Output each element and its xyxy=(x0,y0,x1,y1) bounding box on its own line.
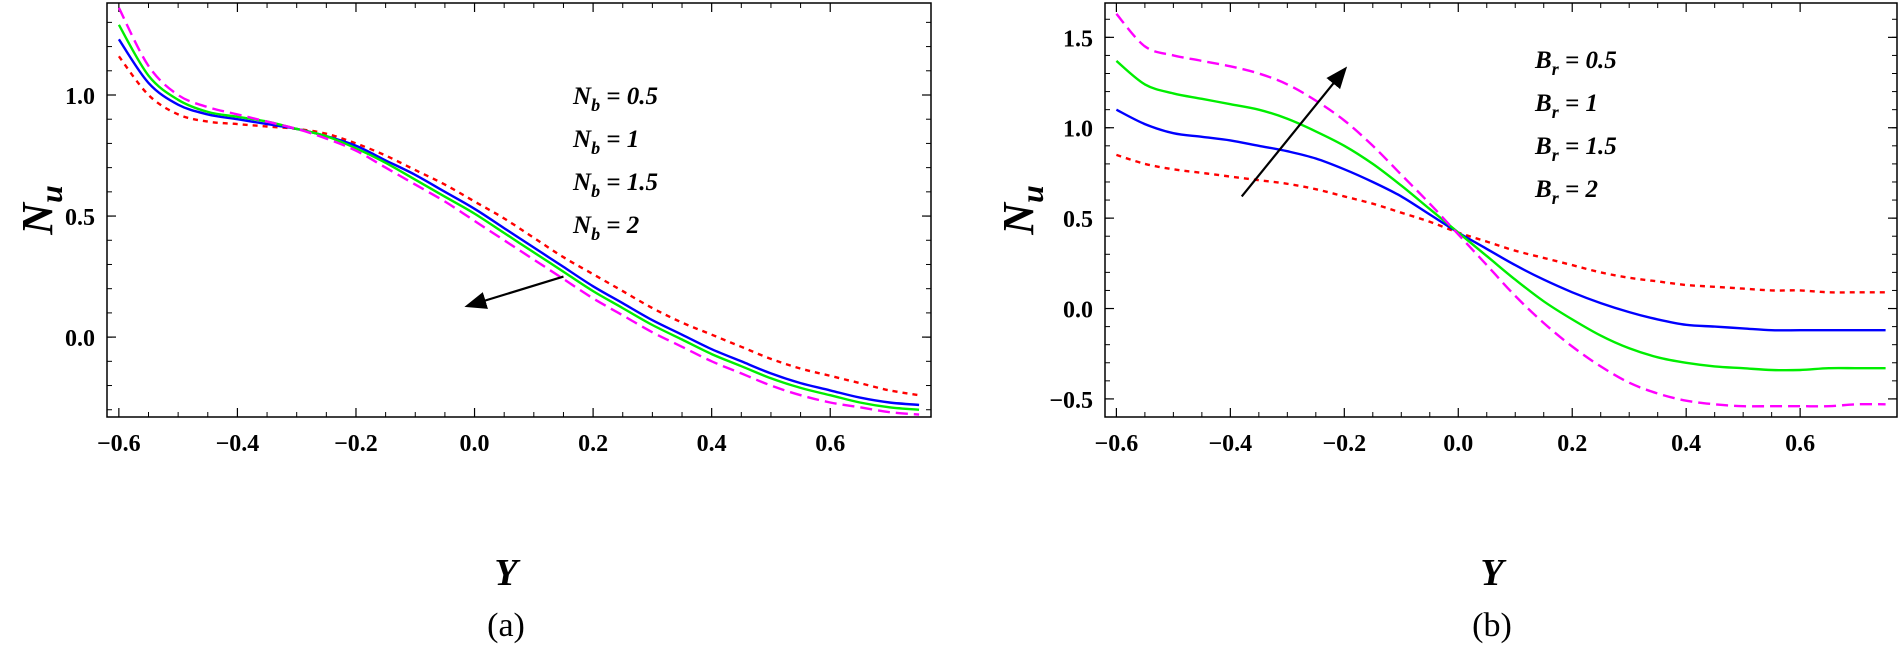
y-tick-label: −0.5 xyxy=(1049,388,1093,414)
subplot-caption: (a) xyxy=(487,607,525,644)
legend-entry: Br = 1 xyxy=(1534,90,1598,122)
x-tick-label: −0.2 xyxy=(1322,431,1366,457)
plot-frame xyxy=(106,2,932,418)
subplot-caption: (b) xyxy=(1472,607,1512,644)
legend-entry: Br = 2 xyxy=(1534,176,1598,208)
series-line xyxy=(117,38,920,407)
series-line xyxy=(117,55,920,397)
plot-frame xyxy=(1104,2,1898,418)
series-line xyxy=(1115,108,1886,332)
x-tick-label: −0.4 xyxy=(216,431,260,457)
series-line xyxy=(1116,153,1886,294)
legend-entry: Br = 1.5 xyxy=(1534,133,1617,165)
legend-entry: Br = 0.5 xyxy=(1534,47,1617,79)
legend-entry: Nb = 0.5 xyxy=(572,83,658,115)
chart-b: −0.6 −0.4 −0.2 0.0 0.2 0.4 0.6 −0.5 0.0 0.5 1.0 1.5… xyxy=(994,2,1898,644)
legend-entry: Nb = 1.5 xyxy=(572,169,658,201)
x-tick-label: −0.6 xyxy=(1095,431,1139,457)
x-tick-label: 0.4 xyxy=(1671,431,1701,457)
series-line xyxy=(1115,59,1886,372)
legend-entry: Nb = 1 xyxy=(572,126,639,158)
x-tick-label: 0.6 xyxy=(815,431,845,457)
series-line xyxy=(117,24,920,411)
x-tick-label: −0.2 xyxy=(334,431,378,457)
y-axis-label: Nu xyxy=(13,185,69,236)
x-axis-label: Y xyxy=(494,552,521,594)
x-tick-label: 0.2 xyxy=(578,431,608,457)
x-tick-label: 0.2 xyxy=(1557,431,1587,457)
x-tick-label: 0.4 xyxy=(697,431,727,457)
y-axis-label: Nu xyxy=(994,185,1050,236)
y-tick-label: 1.0 xyxy=(65,84,95,110)
x-axis-label: Y xyxy=(1480,552,1507,594)
legend-entry: Nb = 2 xyxy=(572,212,639,244)
y-tick-label: 0.0 xyxy=(65,326,95,352)
y-tick-label: 1.5 xyxy=(1063,26,1093,52)
x-tick-label: 0.0 xyxy=(460,431,490,457)
y-tick-label: 0.5 xyxy=(1063,207,1093,233)
x-tick-label: −0.6 xyxy=(97,431,141,457)
trend-arrow xyxy=(1240,66,1348,198)
x-tick-label: 0.6 xyxy=(1785,431,1815,457)
y-tick-label: 0.5 xyxy=(65,205,95,231)
series-line xyxy=(117,7,920,416)
x-tick-label: 0.0 xyxy=(1443,431,1473,457)
trend-arrow xyxy=(464,275,564,309)
x-tick-label: −0.4 xyxy=(1209,431,1253,457)
y-tick-label: 0.0 xyxy=(1063,298,1093,324)
series-line xyxy=(1115,13,1886,408)
chart-a: −0.6 −0.4 −0.2 0.0 0.2 0.4 0.6 0.0 0.5 1.0 Nb = 0.… xyxy=(13,2,932,644)
y-tick-label: 1.0 xyxy=(1063,117,1093,143)
